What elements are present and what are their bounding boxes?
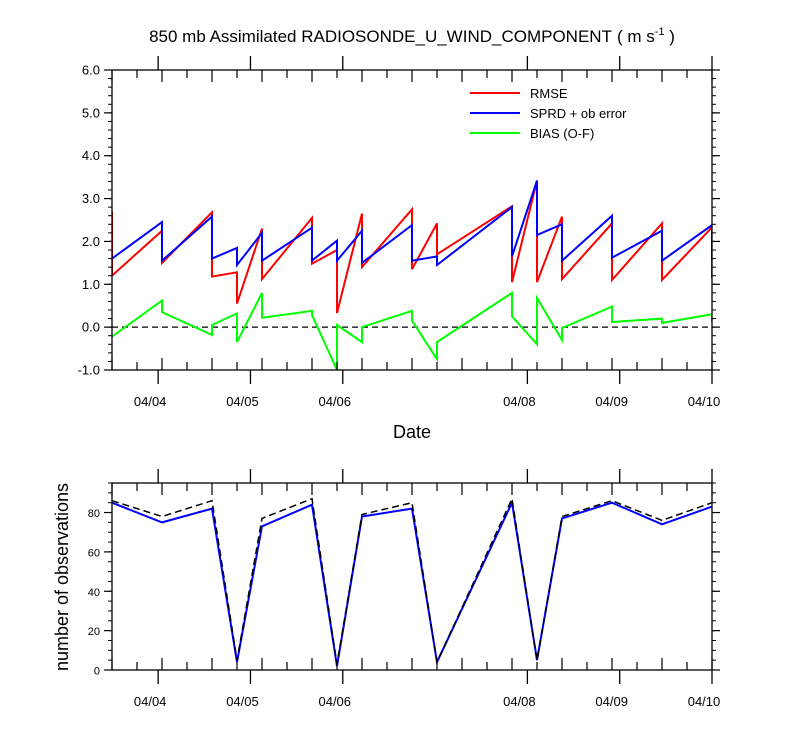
top-ytick-label: 2.0 xyxy=(82,234,100,249)
bottom-ytick-label: 0 xyxy=(94,666,100,678)
chart-title-units: ( m s xyxy=(617,27,655,46)
top-xtick-label: 04/04 xyxy=(134,394,167,409)
top-ytick-label: 6.0 xyxy=(82,63,100,78)
top-ytick-label: 4.0 xyxy=(82,148,100,163)
chart-title-main: 850 mb Assimilated RADIOSONDE_U_WIND_COM… xyxy=(149,27,612,46)
chart-title-units-close: ) xyxy=(665,27,675,46)
legend-label-0: RMSE xyxy=(530,86,568,101)
top-ytick-label: 1.0 xyxy=(82,277,100,292)
top-ytick-label: -1.0 xyxy=(78,363,100,378)
bottom-xtick-label: 04/08 xyxy=(503,694,536,709)
bottom-ytick-label: 60 xyxy=(88,547,100,559)
bottom-xtick-label: 04/10 xyxy=(688,694,721,709)
top-chart: -1.0 0.0 1.0 2.0 3.0 4.0 5.0 6.0 04/04 04/05 04/06… xyxy=(78,56,721,409)
top-xtick-label: 04/06 xyxy=(318,394,351,409)
top-series-line-1 xyxy=(112,180,712,268)
bottom-series-line-0 xyxy=(112,499,712,667)
chart-title: 850 mb Assimilated RADIOSONDE_U_WIND_COM… xyxy=(149,26,675,46)
top-chart-xlabel: Date xyxy=(393,422,431,442)
top-ytick-label: 5.0 xyxy=(82,105,100,120)
legend-label-2: BIAS (O-F) xyxy=(530,126,594,141)
top-xtick-label: 04/10 xyxy=(688,394,721,409)
bottom-xtick-label: 04/09 xyxy=(595,694,628,709)
bottom-xtick-label: 04/04 xyxy=(134,694,167,709)
bottom-chart: 0 20 40 60 80 04/04 04/05 04/06 04/08 04/09 04/10 xyxy=(88,469,721,709)
top-ytick-label: 0.0 xyxy=(82,320,100,335)
top-series-line-0 xyxy=(112,180,712,314)
chart-title-units-superscript: -1 xyxy=(655,26,665,38)
bottom-series-line-1 xyxy=(112,496,712,665)
bottom-xtick-label: 04/05 xyxy=(226,694,259,709)
top-xtick-label: 04/05 xyxy=(226,394,259,409)
legend: RMSE SPRD + ob error BIAS (O-F) xyxy=(470,86,627,141)
top-series-line-2 xyxy=(112,291,712,370)
bottom-ytick-label: 20 xyxy=(88,626,100,638)
top-xtick-label: 04/09 xyxy=(595,394,628,409)
bottom-chart-ylabel: number of observations xyxy=(52,483,72,671)
top-xtick-label: 04/08 xyxy=(503,394,536,409)
bottom-ytick-label: 40 xyxy=(88,587,100,599)
top-ytick-label: 3.0 xyxy=(82,191,100,206)
bottom-xtick-label: 04/06 xyxy=(318,694,351,709)
bottom-ytick-label: 80 xyxy=(88,508,100,520)
legend-label-1: SPRD + ob error xyxy=(530,106,627,121)
